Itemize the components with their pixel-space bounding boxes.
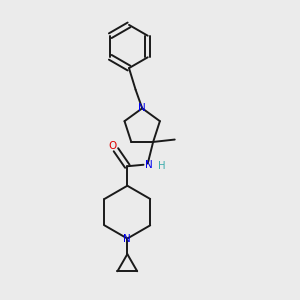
Text: H: H bbox=[158, 161, 165, 171]
Text: N: N bbox=[138, 103, 146, 113]
Text: N: N bbox=[124, 233, 131, 244]
Text: N: N bbox=[145, 160, 153, 170]
Text: O: O bbox=[108, 140, 116, 151]
